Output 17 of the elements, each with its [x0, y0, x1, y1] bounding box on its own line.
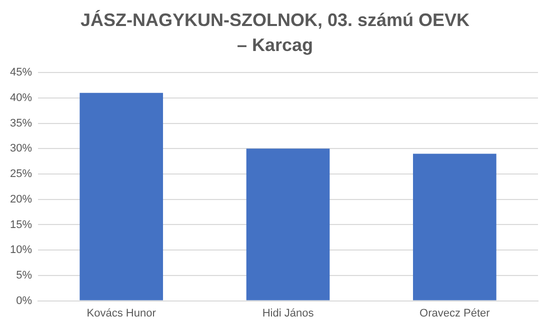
- y-tick-label: 30%: [10, 142, 32, 155]
- bar: [246, 148, 330, 300]
- bar: [413, 154, 496, 300]
- y-tick-label: 0%: [16, 294, 32, 307]
- x-tick-label: Kovács Hunor: [86, 307, 156, 320]
- x-tick-label: Oravecz Péter: [420, 307, 490, 320]
- y-tick-label: 15%: [10, 218, 32, 231]
- chart-title: JÁSZ-NAGYKUN-SZOLNOK, 03. számú OEVK – Karcag: [79, 9, 471, 57]
- y-tick-label: 25%: [10, 168, 32, 180]
- y-tick-label: 5%: [16, 269, 32, 282]
- y-tick-label: 20%: [10, 193, 32, 206]
- y-tick-label: 40%: [10, 92, 32, 104]
- y-tick-label: 45%: [10, 66, 32, 79]
- x-tick-label: Hidi János: [262, 307, 314, 320]
- y-tick-label: 35%: [10, 117, 32, 130]
- y-tick-label: 10%: [10, 244, 32, 256]
- bar: [80, 92, 164, 300]
